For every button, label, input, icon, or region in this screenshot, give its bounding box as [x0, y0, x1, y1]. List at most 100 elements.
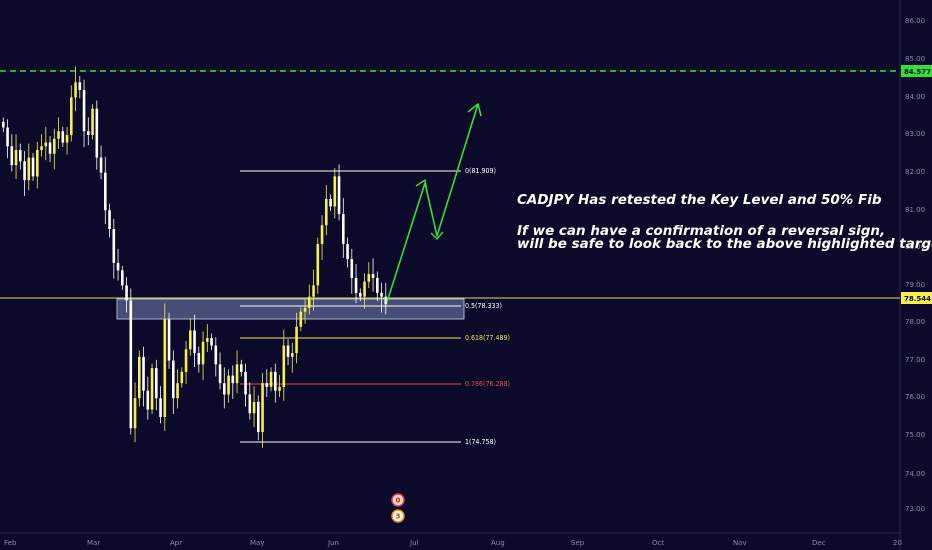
bull-candle[interactable] — [70, 97, 73, 135]
bear-candle[interactable] — [146, 390, 150, 410]
bear-candle[interactable] — [240, 364, 243, 372]
month-label: 20 — [893, 539, 902, 547]
bear-candle[interactable] — [371, 274, 375, 278]
bear-candle[interactable] — [346, 244, 349, 260]
bull-candle[interactable] — [367, 274, 371, 282]
bear-candle[interactable] — [125, 285, 128, 301]
bull-candle[interactable] — [252, 401, 256, 414]
bull-candle[interactable] — [138, 356, 141, 399]
bull-candle[interactable] — [235, 364, 239, 384]
bear-candle[interactable] — [286, 345, 290, 357]
bear-candle[interactable] — [112, 229, 116, 263]
bear-candle[interactable] — [342, 213, 345, 245]
bull-candle[interactable] — [40, 146, 43, 151]
bull-candle[interactable] — [261, 383, 264, 433]
bear-candle[interactable] — [142, 356, 145, 391]
bear-candle[interactable] — [61, 131, 65, 143]
bull-candle[interactable] — [14, 150, 18, 166]
bear-candle[interactable] — [223, 383, 226, 395]
bear-candle[interactable] — [244, 371, 247, 395]
bull-candle[interactable] — [176, 383, 179, 399]
bear-candle[interactable] — [159, 398, 162, 417]
bear-candle[interactable] — [193, 330, 196, 354]
bull-candle[interactable] — [295, 326, 298, 354]
bull-candle[interactable] — [163, 319, 167, 417]
bull-candle[interactable] — [74, 82, 77, 98]
bear-candle[interactable] — [82, 89, 86, 132]
bull-candle[interactable] — [44, 142, 48, 147]
bear-candle[interactable] — [2, 121, 5, 128]
bear-candle[interactable] — [167, 319, 171, 361]
bear-candle[interactable] — [31, 157, 35, 177]
bull-candle[interactable] — [303, 307, 307, 312]
bear-candle[interactable] — [10, 146, 14, 166]
bull-candle[interactable] — [184, 349, 188, 372]
bear-candle[interactable] — [248, 394, 252, 414]
bull-candle[interactable] — [299, 311, 303, 327]
bear-candle[interactable] — [274, 371, 277, 391]
bull-candle[interactable] — [278, 386, 281, 391]
bull-candle[interactable] — [180, 371, 184, 384]
bear-candle[interactable] — [214, 345, 218, 365]
bull-candle[interactable] — [133, 398, 137, 429]
bear-candle[interactable] — [23, 161, 26, 181]
bull-candle[interactable] — [291, 353, 294, 357]
bear-candle[interactable] — [359, 292, 362, 297]
bull-candle[interactable] — [65, 135, 69, 143]
price-axis[interactable]: 73.00 74.00 75.00 76.00 77.00 78.00 79.0… — [905, 17, 925, 513]
bull-candle[interactable] — [201, 341, 205, 365]
time-axis[interactable]: Feb Mar Apr May Jun Jul Aug Sep Oct Nov … — [4, 539, 902, 547]
bull-candle[interactable] — [227, 375, 230, 395]
event-badge-bottom[interactable]: 3 — [391, 509, 405, 523]
projection-arrow[interactable] — [386, 103, 479, 303]
bear-candle[interactable] — [337, 176, 341, 214]
bear-candle[interactable] — [19, 150, 22, 162]
support-zone[interactable] — [116, 298, 465, 320]
bear-candle[interactable] — [265, 383, 269, 387]
bull-candle[interactable] — [316, 244, 320, 286]
bear-candle[interactable] — [108, 210, 111, 229]
bear-candle[interactable] — [350, 259, 354, 278]
bull-candle[interactable] — [320, 225, 324, 245]
bull-candle[interactable] — [36, 150, 39, 177]
bull-candle[interactable] — [282, 345, 286, 387]
bear-candle[interactable] — [380, 292, 383, 297]
bull-candle[interactable] — [269, 371, 273, 387]
bear-candle[interactable] — [218, 364, 222, 384]
bull-candle[interactable] — [53, 138, 56, 154]
bull-candle[interactable] — [312, 285, 315, 297]
bear-candle[interactable] — [384, 296, 388, 305]
bear-candle[interactable] — [376, 277, 379, 293]
bear-candle[interactable] — [197, 353, 201, 365]
bull-candle[interactable] — [308, 296, 311, 308]
candlestick-series[interactable] — [2, 66, 388, 448]
bear-candle[interactable] — [210, 338, 213, 346]
bear-candle[interactable] — [48, 142, 52, 154]
bear-candle[interactable] — [231, 375, 235, 384]
bull-candle[interactable] — [91, 108, 94, 135]
bear-candle[interactable] — [129, 300, 133, 429]
bear-candle[interactable] — [99, 157, 103, 173]
bear-candle[interactable] — [87, 131, 90, 135]
event-badge-top[interactable]: 0 — [391, 493, 405, 507]
bear-candle[interactable] — [104, 172, 107, 211]
bear-candle[interactable] — [116, 262, 120, 271]
bear-candle[interactable] — [95, 108, 99, 158]
bear-candle[interactable] — [155, 368, 158, 399]
bull-candle[interactable] — [363, 281, 366, 297]
bear-candle[interactable] — [121, 270, 124, 286]
bull-candle[interactable] — [27, 157, 31, 181]
bull-candle[interactable] — [150, 368, 154, 410]
bull-candle[interactable] — [206, 338, 209, 342]
bull-candle[interactable] — [333, 176, 337, 207]
bull-candle[interactable] — [189, 330, 192, 350]
bear-candle[interactable] — [6, 127, 9, 147]
bear-candle[interactable] — [329, 198, 332, 207]
bear-candle[interactable] — [354, 277, 358, 293]
bear-candle[interactable] — [172, 360, 175, 399]
bear-candle[interactable] — [78, 82, 82, 90]
bear-candle[interactable] — [257, 401, 260, 433]
bull-candle[interactable] — [57, 131, 60, 139]
bull-candle[interactable] — [325, 198, 328, 226]
